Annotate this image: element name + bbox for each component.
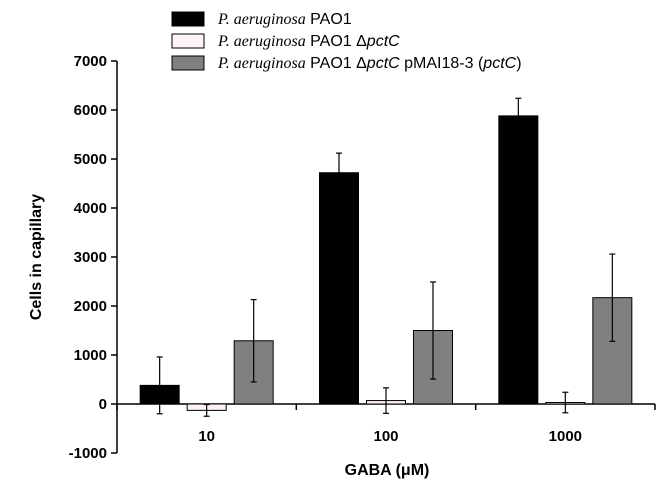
legend-label: P. aeruginosa PAO1 — [217, 11, 352, 28]
y-tick-label: 4000 — [74, 200, 107, 217]
legend-label: P. aeruginosa PAO1 ΔpctC — [217, 33, 400, 50]
legend-swatch — [171, 55, 205, 71]
legend-label: P. aeruginosa PAO1 ΔpctC pMAI18-3 (pctC) — [217, 55, 522, 72]
y-tick-label: 6000 — [74, 102, 107, 119]
bar — [498, 115, 539, 405]
y-tick-label: 5000 — [74, 151, 107, 168]
y-tick-label: 7000 — [74, 53, 107, 70]
x-tick-label: 10 — [198, 428, 215, 445]
legend: P. aeruginosa PAO1 P. aeruginosa PAO1 Δpc… — [171, 11, 522, 72]
x-axis-title: GABA (μM) — [345, 462, 430, 479]
y-tick-label: -1000 — [69, 445, 107, 462]
x-tick-label: 1000 — [549, 428, 582, 445]
y-tick-label: 1000 — [74, 347, 107, 364]
bar — [319, 172, 359, 405]
bars — [139, 115, 633, 411]
error-bars — [156, 97, 616, 417]
y-tick-label: 0 — [99, 396, 107, 413]
legend-swatch — [171, 11, 205, 27]
legend-swatch — [171, 33, 205, 49]
y-axis-title: Cells in capillary — [28, 194, 45, 320]
x-tick-label: 100 — [373, 428, 398, 445]
y-tick-label: 2000 — [74, 298, 107, 315]
y-axis: -1000 0 1000 2000 3000 4000 5000 6000 7000 — [69, 53, 118, 462]
y-tick-label: 3000 — [74, 249, 107, 266]
